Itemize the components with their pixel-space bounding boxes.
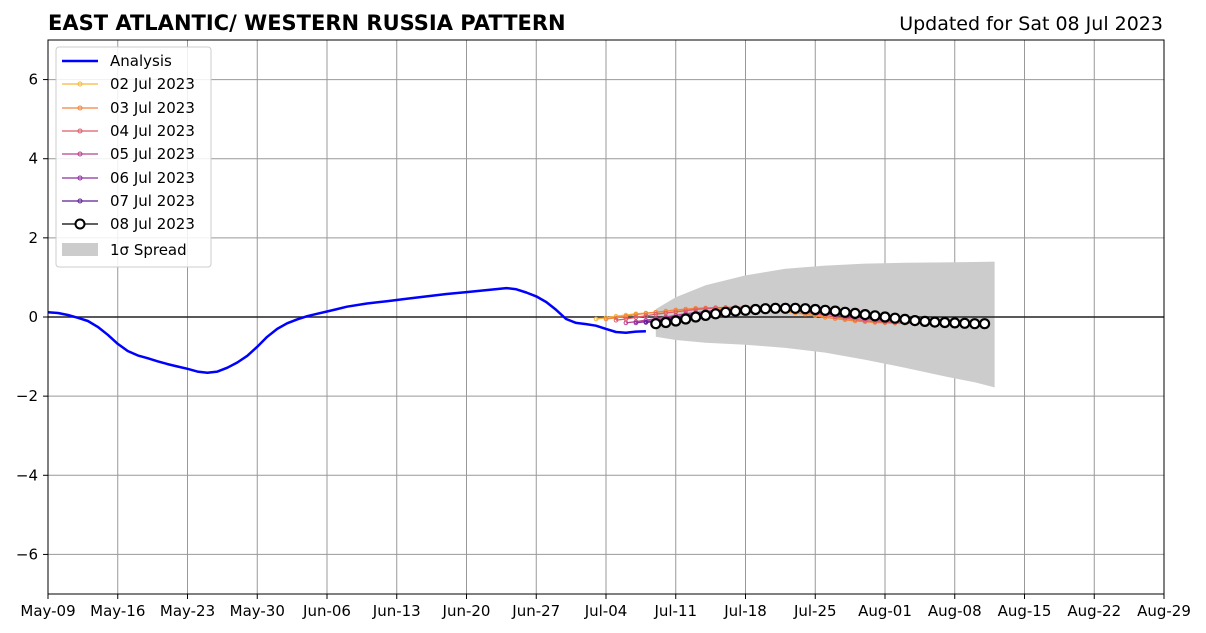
- point-04-jul-2023: [613, 317, 619, 323]
- point-05-jul-2023: [623, 320, 629, 326]
- point-08-jul-2023: [749, 303, 762, 316]
- chart-title: EAST ATLANTIC/ WESTERN RUSSIA PATTERN: [48, 11, 566, 35]
- series-line-analysis: [47, 286, 646, 375]
- point-08-jul-2023: [739, 304, 752, 316]
- point-08-jul-2023: [978, 318, 991, 330]
- point-03-jul-2023: [603, 316, 609, 322]
- x-tick-label: Aug-01: [858, 602, 912, 620]
- point-08-jul-2023: [799, 303, 811, 315]
- point-08-jul-2023: [809, 303, 821, 316]
- legend-label-analysis: Analysis: [110, 52, 172, 70]
- point-04-jul-2023: [653, 311, 659, 317]
- point-08-jul-2023: [660, 316, 672, 329]
- point-08-jul-2023: [759, 303, 772, 315]
- x-tick-label: May-16: [90, 602, 145, 620]
- point-08-jul-2023: [919, 315, 931, 327]
- chart-subtitle: Updated for Sat 08 Jul 2023: [899, 13, 1163, 35]
- point-08-jul-2023: [670, 315, 682, 327]
- point-08-jul-2023: [939, 316, 951, 329]
- point-08-jul-2023: [869, 310, 881, 322]
- x-tick-label: Aug-22: [1067, 602, 1121, 620]
- point-08-jul-2023: [859, 309, 871, 321]
- legend-entry-05-jul: 05 Jul 2023: [62, 145, 195, 163]
- point-04-jul-2023: [683, 308, 689, 314]
- legend-label-08-jul: 08 Jul 2023: [110, 215, 195, 233]
- spread-band: [655, 261, 995, 388]
- legend-entry-07-jul: 07 Jul 2023: [62, 192, 195, 210]
- point-07-jul-2023: [643, 320, 649, 325]
- point-04-jul-2023: [643, 313, 649, 319]
- legend-entry-03-jul: 03 Jul 2023: [62, 99, 195, 117]
- x-tick-label: Aug-29: [1137, 602, 1191, 620]
- legend-label-03-jul: 03 Jul 2023: [110, 99, 195, 117]
- point-08-jul-2023: [969, 318, 981, 330]
- point-06-jul-2023: [633, 320, 639, 326]
- x-tick-label: Jun-13: [372, 602, 421, 620]
- point-08-jul-2023: [879, 311, 891, 323]
- legend-entry-02-jul: 02 Jul 2023: [62, 75, 195, 93]
- point-03-jul-2023: [623, 313, 629, 319]
- point-08-jul-2023: [849, 307, 861, 319]
- x-tick-label: Jun-27: [511, 602, 560, 620]
- legend-entry-08-jul: 08 Jul 2023: [62, 215, 195, 233]
- point-08-jul-2023: [719, 306, 732, 318]
- y-tick-label: −6: [16, 545, 38, 563]
- series-layer: [47, 286, 991, 375]
- point-08-jul-2023: [949, 317, 961, 329]
- point-08-jul-2023: [680, 313, 692, 325]
- legend-label-04-jul: 04 Jul 2023: [110, 122, 195, 140]
- x-tick-label: May-09: [20, 602, 75, 620]
- point-08-jul-2023: [789, 302, 801, 314]
- legend-box: [55, 46, 212, 268]
- point-03-jul-2023: [633, 312, 639, 317]
- point-08-jul-2023: [829, 305, 841, 317]
- point-08-jul-2023: [839, 306, 851, 318]
- point-08-jul-2023: [690, 311, 702, 323]
- point-08-jul-2023: [929, 316, 941, 328]
- point-08-jul-2023: [650, 318, 662, 330]
- legend-entry-04-jul: 04 Jul 2023: [62, 122, 195, 140]
- legend-swatch-spread: [62, 243, 98, 256]
- y-tick-label: −4: [16, 466, 38, 484]
- point-08-jul-2023: [699, 309, 712, 321]
- point-04-jul-2023: [693, 307, 699, 312]
- y-tick-label: 6: [28, 71, 38, 89]
- legend-label-02-jul: 02 Jul 2023: [110, 75, 195, 93]
- x-tick-label: May-30: [230, 602, 285, 620]
- x-tick-label: Jun-20: [442, 602, 491, 620]
- x-tick-label: Aug-08: [928, 602, 982, 620]
- x-tick-label: Jul-11: [653, 602, 697, 620]
- point-08-jul-2023: [729, 305, 742, 317]
- legend-label-07-jul: 07 Jul 2023: [110, 192, 195, 210]
- point-08-jul-2023: [959, 317, 971, 329]
- y-tick-label: 0: [28, 308, 38, 326]
- y-tick-label: 4: [28, 150, 38, 168]
- point-08-jul-2023: [819, 304, 831, 316]
- point-08-jul-2023: [909, 315, 921, 327]
- point-08-jul-2023: [889, 312, 901, 324]
- legend-label-05-jul: 05 Jul 2023: [110, 145, 195, 163]
- point-08-jul-2023: [779, 302, 792, 314]
- x-tick-label: Jul-04: [584, 602, 628, 620]
- point-08-jul-2023: [709, 308, 722, 320]
- spread-band-layer: [655, 261, 995, 388]
- legend-label-spread: 1σ Spread: [110, 241, 187, 259]
- x-tick-label: Jun-06: [302, 602, 351, 620]
- x-tick-label: Aug-15: [998, 602, 1052, 620]
- x-tick-label: Jul-25: [793, 602, 837, 620]
- legend-entry-06-jul: 06 Jul 2023: [62, 169, 195, 187]
- x-tick-label: May-23: [160, 602, 215, 620]
- axis-layer: May-09 May-16 May-23 May-30 Jun-06 Jun-13 Jun-…: [16, 71, 1191, 620]
- legend: Analysis 02 Jul 2023 03 Jul 2023 04 Jul …: [55, 46, 212, 268]
- x-tick-label: Jul-18: [723, 602, 767, 620]
- point-02-jul-2023: [593, 316, 599, 322]
- legend-label-06-jul: 06 Jul 2023: [110, 169, 195, 187]
- point-08-jul-2023: [769, 302, 782, 314]
- y-tick-label: 2: [28, 229, 38, 247]
- point-08-jul-2023: [899, 313, 911, 325]
- point-04-jul-2023: [633, 315, 639, 320]
- y-tick-label: −2: [16, 387, 38, 405]
